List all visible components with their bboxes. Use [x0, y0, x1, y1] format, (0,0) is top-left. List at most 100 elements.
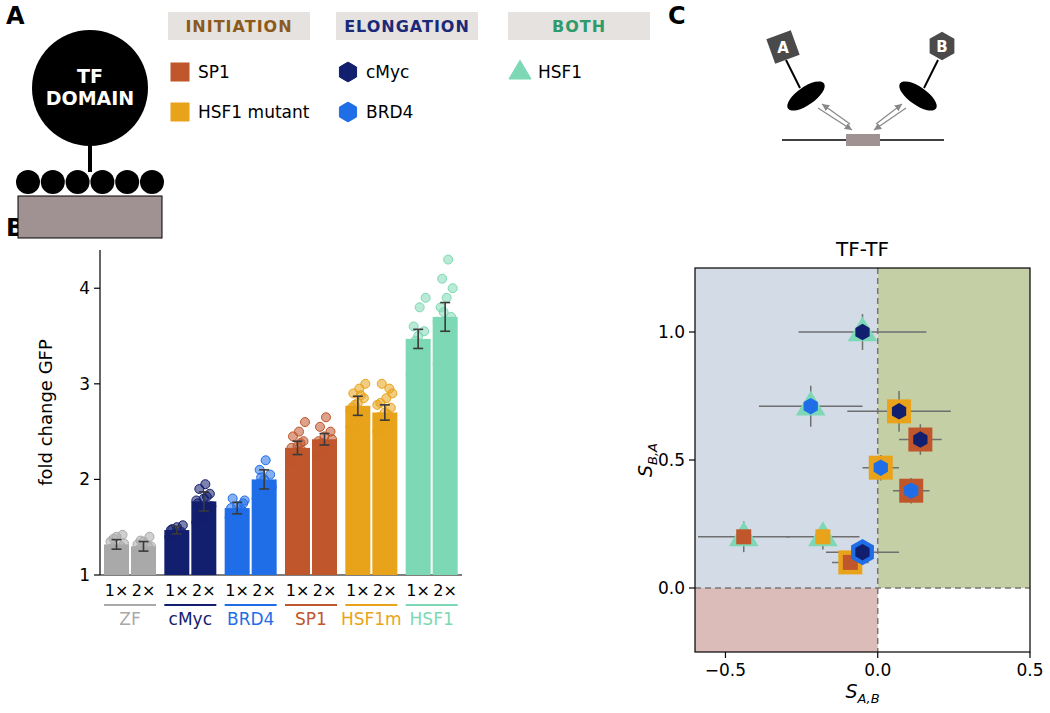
error-bar — [139, 542, 149, 552]
replicate-dot — [346, 422, 355, 431]
error-bar-line — [444, 303, 446, 332]
error-bar-line — [112, 539, 122, 541]
bar — [225, 508, 250, 575]
error-bar-line — [263, 470, 265, 489]
group-label: SP1 — [295, 609, 327, 629]
x-tick-label: 1× — [346, 581, 370, 600]
error-bar-line — [143, 542, 145, 552]
y-tick-label: 2 — [79, 469, 90, 489]
replicate-dot — [316, 422, 325, 431]
error-bar-line — [259, 469, 269, 471]
replicate-dot — [346, 406, 355, 415]
legend-group-header — [336, 12, 478, 40]
error-bar-line — [172, 533, 182, 535]
marker-b — [913, 431, 927, 448]
error-bar-line — [236, 502, 238, 513]
arrow — [822, 104, 850, 124]
bar — [285, 448, 310, 575]
bar-data — [104, 255, 458, 575]
linker — [786, 60, 800, 88]
x-tick-label: 1× — [406, 581, 430, 600]
replicate-dot — [438, 274, 447, 283]
bar — [164, 530, 189, 575]
marker-b — [904, 482, 918, 499]
replicate-dot — [415, 303, 424, 312]
error-bar-line — [440, 302, 450, 304]
y-tick — [94, 479, 100, 480]
legend-group-label: ELONGATION — [344, 17, 470, 36]
marker-a — [887, 399, 911, 423]
x-tick — [877, 652, 878, 658]
x-tick — [725, 652, 726, 658]
replicate-dot — [240, 496, 249, 505]
marker-b — [855, 544, 869, 561]
bar — [312, 439, 337, 575]
x-tick-label: 1× — [225, 581, 249, 600]
bar — [345, 406, 370, 575]
replicate-dot — [145, 532, 154, 541]
bar — [433, 317, 458, 575]
error-bar-line — [116, 540, 118, 550]
replicate-dot — [385, 384, 394, 393]
quadrant — [695, 268, 878, 588]
replicate-dot — [201, 480, 210, 489]
marker-a — [796, 391, 826, 416]
error-bar-line — [357, 396, 359, 415]
marker-a — [729, 521, 759, 546]
error-bar-line — [380, 404, 390, 406]
error-bar — [232, 502, 242, 513]
y-axis-label: SB,A — [634, 443, 660, 477]
group-label: HSF1m — [341, 609, 402, 629]
domain-label: TFDOMAIN — [46, 65, 135, 109]
binding-domain — [783, 76, 829, 116]
error-bar — [293, 441, 303, 454]
legend-group-header — [508, 12, 650, 40]
replicate-dot — [439, 351, 448, 360]
domain-label-line: DOMAIN — [46, 87, 135, 109]
marker-a — [851, 539, 874, 565]
replicate-dot — [439, 308, 448, 317]
error-bar-line — [293, 440, 303, 442]
error-bar — [353, 396, 363, 415]
replicate-dot — [435, 332, 444, 341]
y-tick — [94, 574, 100, 575]
error-bar-line — [112, 548, 122, 550]
error-bar-line — [232, 513, 242, 515]
error-bar-line — [413, 348, 423, 350]
panel-letter: C — [668, 2, 686, 30]
panel-letter: A — [6, 2, 25, 30]
x-tick-label: 2× — [433, 581, 457, 600]
x-tick — [1029, 652, 1030, 658]
x-axis-label-subscript: A,B — [856, 691, 879, 706]
error-bar — [380, 405, 390, 420]
group-label: BRD4 — [227, 609, 274, 629]
error-bar-line — [324, 434, 326, 445]
legend-group-header — [168, 12, 310, 40]
error-bar — [172, 526, 182, 534]
group-label: ZF — [119, 609, 140, 629]
marker-b — [855, 324, 869, 341]
y-axis-label-subscript: B,A — [645, 443, 660, 465]
domain-b — [930, 32, 955, 61]
y-tick — [689, 331, 695, 332]
x-tick-label: 2× — [192, 581, 216, 600]
error-bar-line — [320, 444, 330, 446]
error-bar — [440, 303, 450, 332]
chart-title: TF-TF — [835, 237, 889, 261]
scatter-data — [695, 268, 1030, 652]
arrow — [874, 108, 906, 130]
y-tick-label: 0.0 — [658, 578, 685, 598]
replicate-dot — [207, 502, 216, 511]
x-tick-label: 0.5 — [1016, 660, 1043, 680]
error-bar-line — [176, 526, 178, 534]
replicate-dot — [266, 470, 275, 479]
replicate-dot — [322, 413, 331, 422]
error-bar — [259, 470, 269, 489]
marker-b — [874, 459, 888, 476]
replicate-dot — [147, 542, 156, 551]
tf-domain — [32, 30, 148, 146]
error-bar — [112, 540, 122, 550]
y-axis — [99, 250, 100, 575]
replicate-dot — [286, 458, 295, 467]
binding-domain — [895, 76, 941, 116]
